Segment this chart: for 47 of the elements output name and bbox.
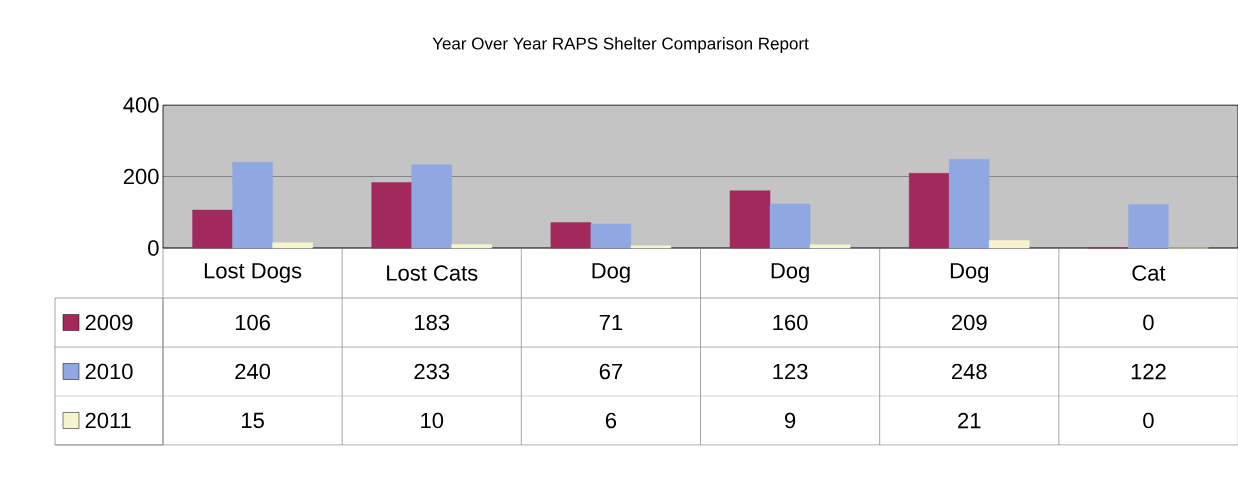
data-label: 0 (1143, 412, 1154, 429)
chart-title: Year Over Year RAPS Shelter Comparison Report (432, 37, 809, 53)
bar (1128, 204, 1169, 249)
legend-label: 2010 (85, 363, 133, 380)
bar (232, 161, 273, 249)
data-label: 123 (773, 363, 808, 380)
bar (769, 203, 811, 249)
x-tick-label: Dog (950, 263, 989, 283)
data-label: 209 (952, 314, 987, 331)
data-label: 15 (242, 412, 264, 429)
bar (272, 242, 313, 249)
bar (729, 190, 771, 249)
data-label: 183 (415, 314, 450, 331)
bar (948, 159, 990, 249)
bar (550, 222, 592, 249)
y-tick-label: 400 (123, 97, 159, 113)
data-label: 0 (1143, 314, 1154, 331)
data-label: 21 (958, 412, 981, 429)
data-label: 9 (785, 412, 796, 429)
x-tick-label: Lost Dogs (204, 263, 302, 283)
data-label: 233 (414, 363, 450, 380)
bar (411, 164, 452, 249)
bar (809, 244, 851, 249)
x-tick-label: Lost Cats (387, 265, 478, 281)
data-label: 106 (235, 314, 270, 331)
bar (192, 209, 233, 249)
data-label: 240 (235, 363, 271, 380)
data-label: 67 (599, 363, 623, 380)
bar (590, 223, 632, 249)
bar (908, 173, 950, 249)
bar (451, 244, 492, 249)
data-label: 6 (605, 412, 617, 429)
legend-label: 2009 (85, 314, 133, 331)
y-tick-label: 0 (148, 240, 159, 256)
x-tick-label: Dog (771, 263, 809, 283)
data-label: 160 (773, 314, 808, 331)
data-label: 248 (952, 363, 987, 380)
y-tick-label: 200 (123, 168, 159, 185)
data-label: 71 (599, 314, 623, 331)
legend-label: 2011 (85, 412, 131, 429)
bar (371, 182, 412, 249)
bar (630, 245, 672, 249)
x-tick-label: Cat (1132, 265, 1166, 281)
x-tick-label: Dog (592, 263, 630, 283)
data-label: 10 (421, 412, 444, 429)
data-label: 122 (1131, 363, 1166, 380)
bar (988, 240, 1030, 249)
